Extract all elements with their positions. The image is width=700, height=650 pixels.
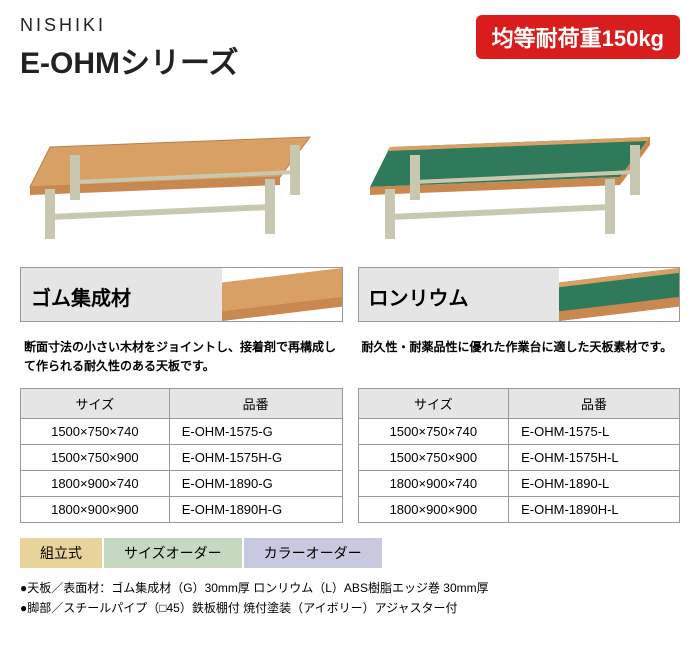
- table-cell: 1800×900×740: [21, 471, 170, 497]
- table-row: 1500×750×740E-OHM-1575-G: [21, 419, 343, 445]
- note-line: ●脚部／スチールパイプ（□45）鉄板棚付 焼付塗装（アイボリー）アジャスター付: [20, 598, 680, 618]
- right-spec-table: サイズ 品番 1500×750×740E-OHM-1575-L1500×750×…: [358, 388, 681, 523]
- right-col-size: サイズ: [358, 389, 509, 419]
- table-row: 1500×750×900E-OHM-1575H-G: [21, 445, 343, 471]
- header: NISHIKI E-OHMシリーズ 均等耐荷重150kg: [20, 15, 680, 82]
- table-cell: E-OHM-1575H-L: [509, 445, 680, 471]
- table-cell: E-OHM-1890H-G: [169, 497, 342, 523]
- right-panel: ロンリウム 耐久性・耐薬品性に優れた作業台に適した天板素材です。 サイズ 品番 …: [358, 267, 681, 523]
- left-panel: ゴム集成材 断面寸法の小さい木材をジョイントし、接着剤で再構成して作られる耐久性…: [20, 267, 343, 523]
- table-cell: 1500×750×900: [21, 445, 170, 471]
- table-cell: 1800×900×900: [358, 497, 509, 523]
- linoleum-swatch: [559, 268, 679, 321]
- table-image-wood: [20, 97, 340, 247]
- table-image-linoleum: [360, 97, 680, 247]
- table-cell: E-OHM-1575H-G: [169, 445, 342, 471]
- left-col-model: 品番: [169, 389, 342, 419]
- right-panel-title: ロンリウム: [359, 268, 560, 321]
- tag-row: 組立式サイズオーダーカラーオーダー: [20, 538, 680, 568]
- table-row: 1500×750×740E-OHM-1575-L: [358, 419, 680, 445]
- table-row: 1500×750×900E-OHM-1575H-L: [358, 445, 680, 471]
- note-line: ●天板／表面材：ゴム集成材（G）30mm厚 ロンリウム（L）ABS樹脂エッジ巻 …: [20, 578, 680, 598]
- left-panel-header: ゴム集成材: [20, 267, 343, 322]
- table-row: 1800×900×900E-OHM-1890H-G: [21, 497, 343, 523]
- tag: サイズオーダー: [104, 538, 244, 568]
- table-cell: 1500×750×740: [358, 419, 509, 445]
- table-cell: E-OHM-1890-G: [169, 471, 342, 497]
- tag: カラーオーダー: [244, 538, 384, 568]
- tag: 組立式: [20, 538, 104, 568]
- table-row: 1800×900×740E-OHM-1890-L: [358, 471, 680, 497]
- product-images: [20, 97, 680, 247]
- wood-swatch: [222, 268, 342, 321]
- table-cell: E-OHM-1890H-L: [509, 497, 680, 523]
- right-panel-desc: 耐久性・耐薬品性に優れた作業台に適した天板素材です。: [358, 330, 681, 388]
- table-cell: E-OHM-1575-L: [509, 419, 680, 445]
- series-title: E-OHMシリーズ: [20, 38, 239, 82]
- brand-name: NISHIKI: [20, 15, 239, 36]
- left-spec-table: サイズ 品番 1500×750×740E-OHM-1575-G1500×750×…: [20, 388, 343, 523]
- left-panel-desc: 断面寸法の小さい木材をジョイントし、接着剤で再構成して作られる耐久性のある天板で…: [20, 330, 343, 388]
- table-row: 1800×900×740E-OHM-1890-G: [21, 471, 343, 497]
- table-cell: 1500×750×740: [21, 419, 170, 445]
- brand-block: NISHIKI E-OHMシリーズ: [20, 15, 239, 82]
- table-cell: 1800×900×900: [21, 497, 170, 523]
- table-cell: 1500×750×900: [358, 445, 509, 471]
- load-badge: 均等耐荷重150kg: [476, 15, 680, 59]
- left-col-size: サイズ: [21, 389, 170, 419]
- table-cell: E-OHM-1890-L: [509, 471, 680, 497]
- right-col-model: 品番: [509, 389, 680, 419]
- spec-notes: ●天板／表面材：ゴム集成材（G）30mm厚 ロンリウム（L）ABS樹脂エッジ巻 …: [20, 578, 680, 619]
- left-panel-title: ゴム集成材: [21, 268, 222, 321]
- table-cell: E-OHM-1575-G: [169, 419, 342, 445]
- right-panel-header: ロンリウム: [358, 267, 681, 322]
- table-cell: 1800×900×740: [358, 471, 509, 497]
- table-row: 1800×900×900E-OHM-1890H-L: [358, 497, 680, 523]
